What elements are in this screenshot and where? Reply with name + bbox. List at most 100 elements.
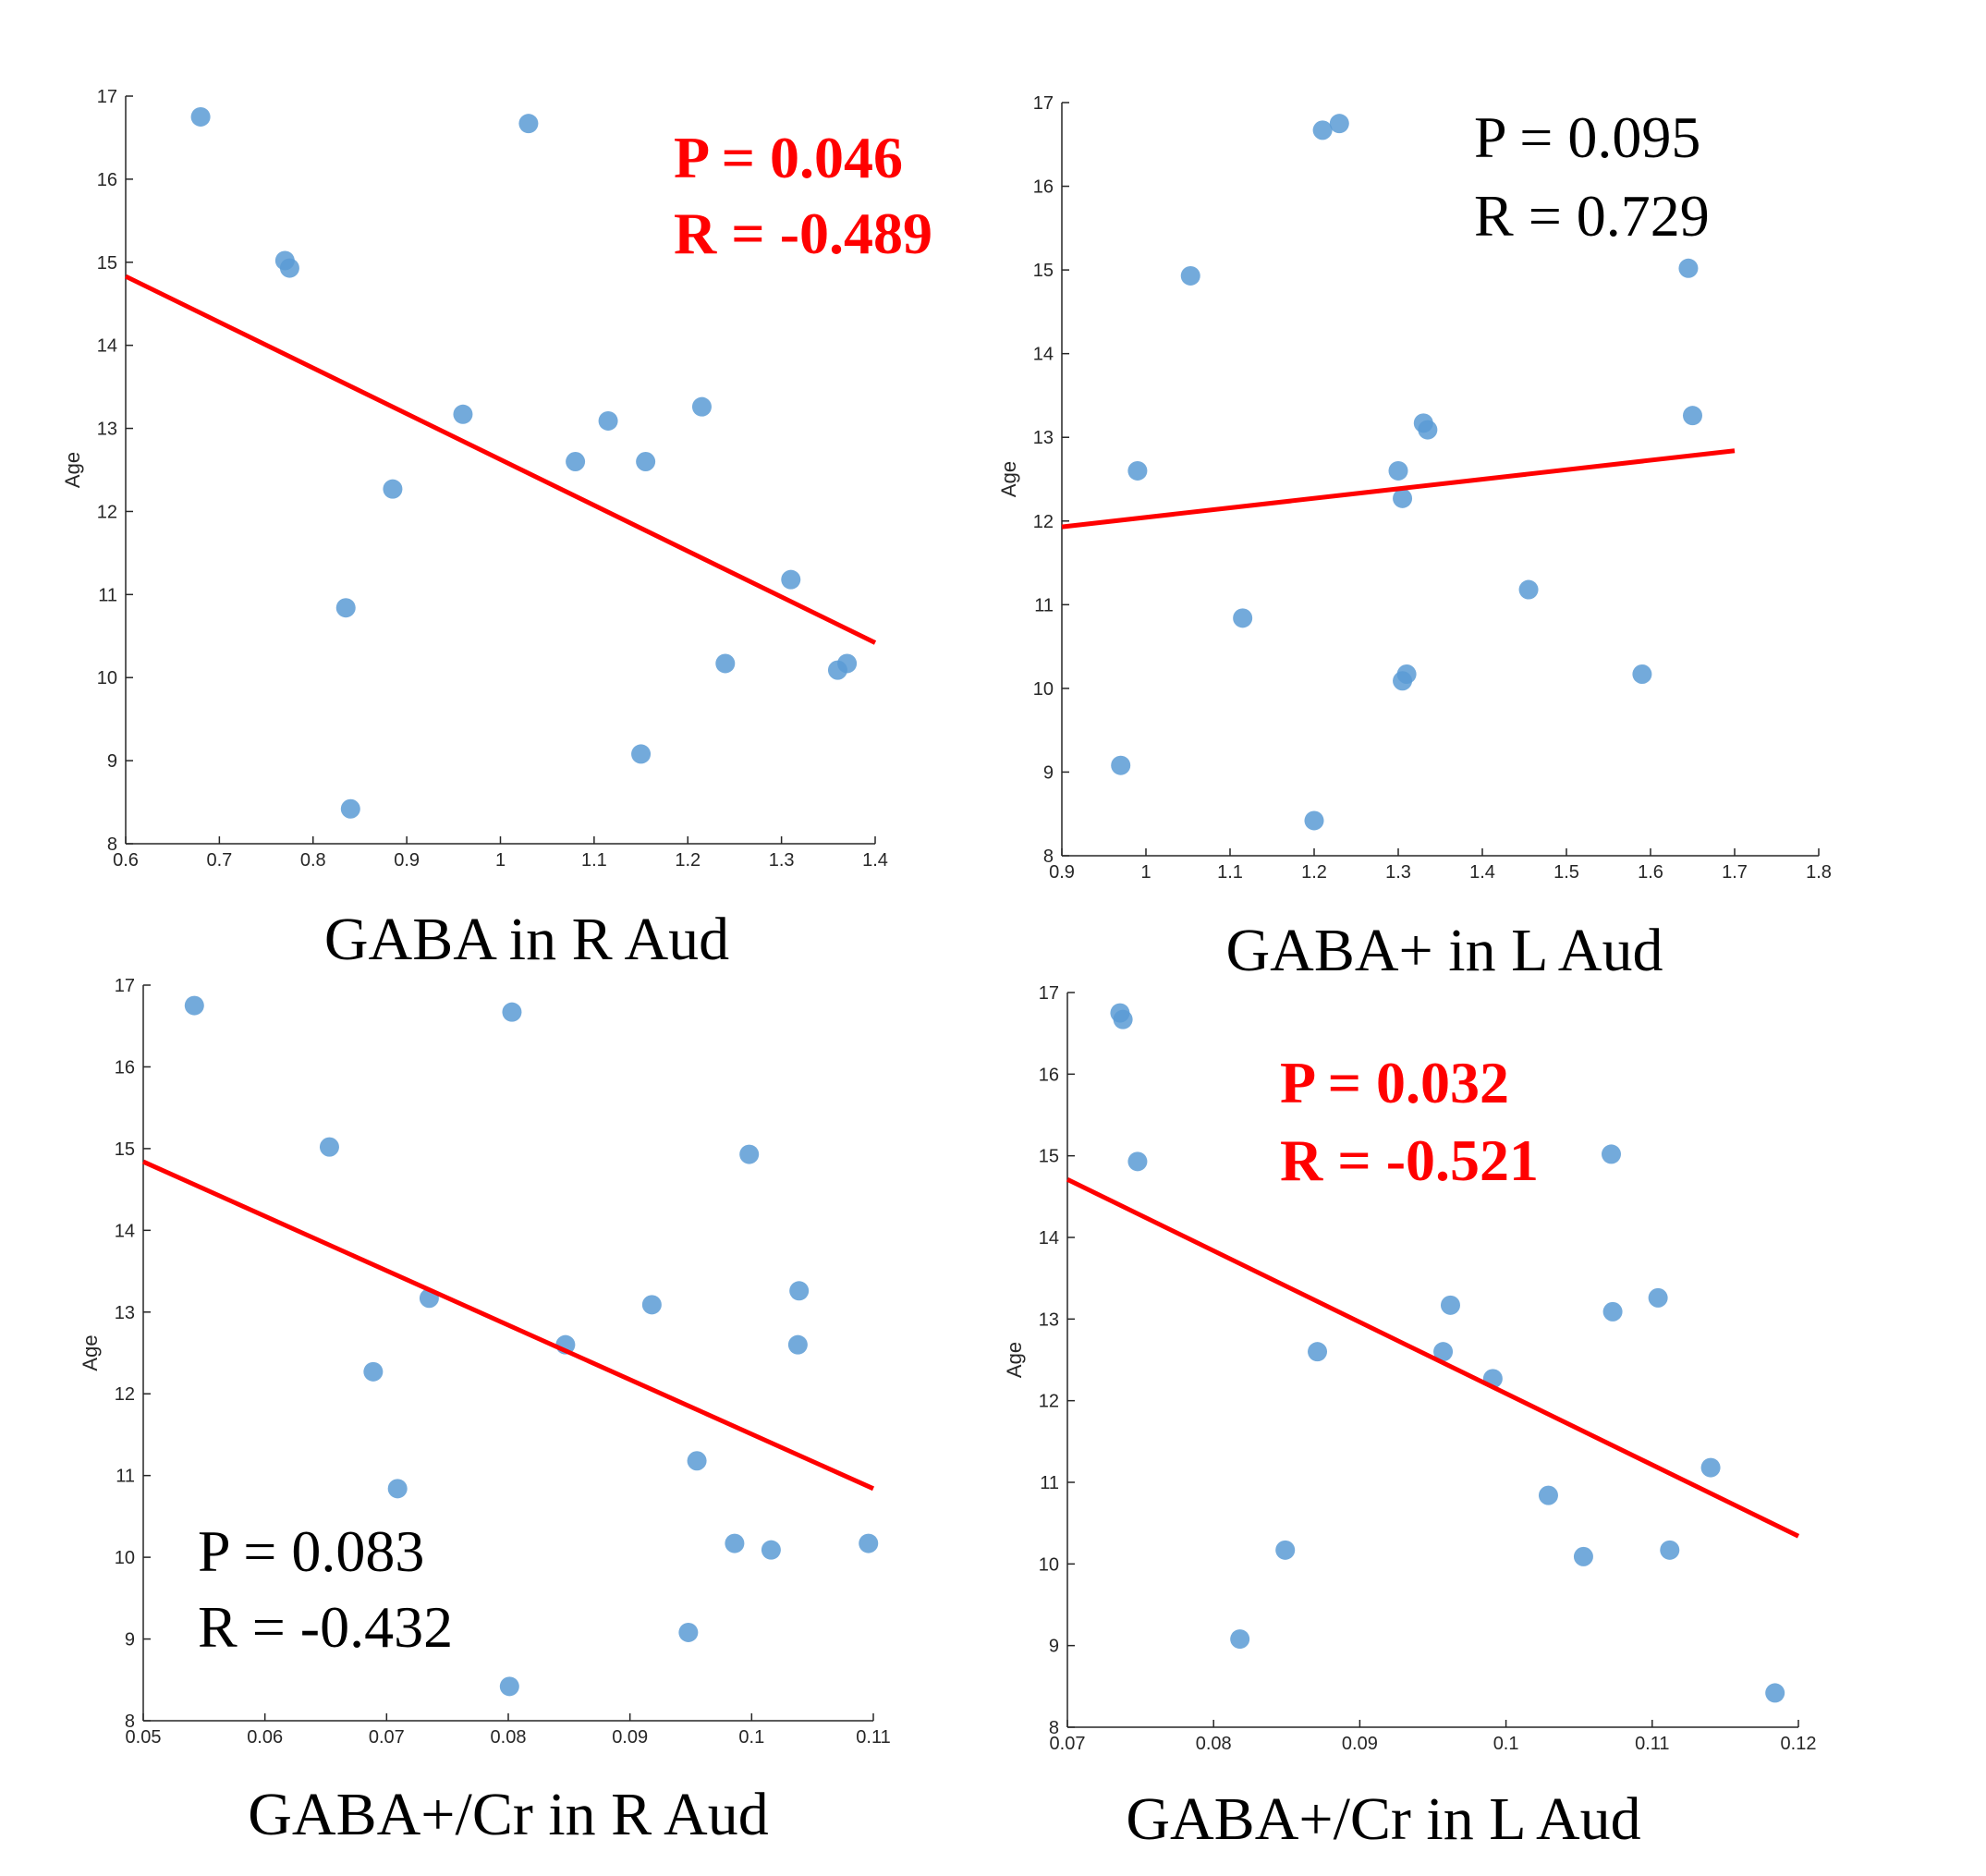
y-axis-label: Age bbox=[1003, 1342, 1026, 1378]
data-point bbox=[1312, 120, 1333, 140]
data-point bbox=[1518, 579, 1539, 600]
plot-area: 8 9 10 11 12 13 14 15 16 17 0.05 0.06 0.07 0.08 0.09 0.… bbox=[79, 976, 891, 1748]
plot-area: 8 9 10 11 12 13 14 15 16 17 0.6 0.7 0.8 0.9 1 1.1 1.2 1.3… bbox=[61, 87, 888, 871]
y-tick-label: 9 bbox=[1049, 1637, 1059, 1657]
x-tick-label: 1.1 bbox=[1217, 862, 1243, 883]
y-tick-label: 15 bbox=[115, 1139, 135, 1160]
x-tick-label: 0.8 bbox=[300, 850, 326, 871]
data-point bbox=[739, 1144, 760, 1164]
data-point bbox=[1393, 671, 1413, 691]
y-tick-label: 13 bbox=[1033, 428, 1054, 448]
data-point bbox=[1127, 460, 1148, 481]
x-tick-label: 0.9 bbox=[1049, 862, 1075, 883]
y-tick-label: 10 bbox=[115, 1548, 135, 1568]
x-tick-label: 1.5 bbox=[1553, 862, 1579, 883]
x-tick-label: 0.9 bbox=[394, 850, 420, 871]
data-point bbox=[383, 479, 403, 499]
data-point bbox=[1127, 1151, 1148, 1172]
data-point bbox=[1308, 1342, 1328, 1362]
y-tick-label: 11 bbox=[98, 585, 117, 605]
y-tick-label: 16 bbox=[97, 170, 117, 190]
y-tick-label: 13 bbox=[115, 1303, 135, 1323]
x-tick-label: 1.2 bbox=[1301, 862, 1327, 883]
data-point bbox=[1678, 258, 1699, 278]
y-axis-label: Age bbox=[997, 461, 1020, 497]
y-tick-label: 14 bbox=[1039, 1228, 1059, 1249]
data-point bbox=[1602, 1301, 1623, 1322]
r-value-label: R = -0.521 bbox=[1280, 1127, 1539, 1193]
x-tick-label: 0.07 bbox=[1050, 1734, 1086, 1754]
y-tick-label: 12 bbox=[1039, 1392, 1059, 1412]
y-tick-label: 8 bbox=[1049, 1718, 1059, 1738]
data-point bbox=[687, 1451, 707, 1471]
x-tick-label: 0.08 bbox=[1196, 1734, 1232, 1754]
x-tick-label: 1 bbox=[495, 850, 506, 871]
x-tick-label: 1.3 bbox=[1385, 862, 1411, 883]
y-tick-label: 17 bbox=[115, 976, 135, 996]
data-point bbox=[518, 114, 539, 134]
data-point bbox=[1111, 755, 1131, 775]
plot-area: 8 9 10 11 12 13 14 15 16 17 0.07 0.08 0.09 0.1 0.11 0.1… bbox=[1003, 983, 1816, 1754]
y-tick-label: 8 bbox=[1043, 847, 1054, 867]
data-point bbox=[1329, 114, 1349, 134]
panel-gaba-plus-cr-r-aud: 8 9 10 11 12 13 14 15 16 17 0.05 0.06 0.07 0.08 0.09 0.… bbox=[79, 976, 891, 1848]
data-point bbox=[387, 1479, 408, 1499]
x-tick-label: 0.05 bbox=[126, 1727, 162, 1748]
data-point bbox=[1433, 1342, 1454, 1362]
x-tick-label: 0.06 bbox=[247, 1727, 283, 1748]
data-point bbox=[1683, 406, 1702, 426]
data-point bbox=[789, 1281, 810, 1301]
plot-area: 8 9 10 11 12 13 14 15 16 17 0.9 1 1.1 1.2 1.3 1.4 1.5 1.6… bbox=[997, 93, 1832, 883]
data-point bbox=[1418, 420, 1438, 440]
data-point bbox=[453, 404, 473, 424]
y-tick-label: 15 bbox=[1039, 1147, 1059, 1167]
regression-line bbox=[1066, 1177, 1800, 1539]
x-tick-label: 1.4 bbox=[1469, 862, 1495, 883]
x-tick-label: 0.07 bbox=[369, 1727, 405, 1748]
data-point bbox=[363, 1361, 384, 1382]
panel-title: GABA in R Aud bbox=[324, 906, 729, 973]
panel-title: GABA+/Cr in R Aud bbox=[248, 1781, 768, 1848]
x-tick-label: 1.6 bbox=[1638, 862, 1663, 883]
x-tick-label: 0.09 bbox=[1342, 1734, 1378, 1754]
y-tick-label: 8 bbox=[125, 1712, 135, 1732]
data-point bbox=[1393, 488, 1413, 508]
y-axis-label: Age bbox=[79, 1334, 102, 1370]
panel-gaba-r-aud: 8 9 10 11 12 13 14 15 16 17 0.6 0.7 0.8 0.9 1 1.1 1.2 1.3… bbox=[61, 87, 932, 973]
x-tick-label: 0.12 bbox=[1781, 1734, 1817, 1754]
data-point bbox=[1180, 265, 1200, 286]
y-tick-label: 12 bbox=[115, 1384, 135, 1405]
y-tick-label: 9 bbox=[125, 1630, 135, 1651]
x-tick-label: 0.09 bbox=[612, 1727, 648, 1748]
data-point bbox=[631, 744, 652, 764]
data-point bbox=[1538, 1485, 1558, 1505]
data-point bbox=[1765, 1683, 1785, 1703]
data-point bbox=[1660, 1540, 1680, 1560]
data-point bbox=[1304, 810, 1324, 831]
data-point bbox=[1573, 1546, 1593, 1566]
data-point bbox=[715, 653, 736, 674]
y-tick-label: 13 bbox=[1039, 1310, 1059, 1330]
data-point bbox=[279, 258, 299, 278]
x-tick-label: 0.1 bbox=[738, 1727, 764, 1748]
y-tick-label: 11 bbox=[1040, 1473, 1059, 1493]
y-tick-label: 15 bbox=[97, 253, 117, 274]
data-point bbox=[787, 1334, 808, 1355]
data-point bbox=[566, 452, 586, 472]
regression-line bbox=[141, 1159, 875, 1492]
x-tick-label: 0.1 bbox=[1493, 1734, 1519, 1754]
panel-gaba-plus-l-aud: 8 9 10 11 12 13 14 15 16 17 0.9 1 1.1 1.2 1.3 1.4 1.5 1.6… bbox=[997, 93, 1832, 984]
data-point bbox=[1233, 608, 1253, 628]
y-tick-label: 8 bbox=[107, 834, 117, 855]
data-point bbox=[691, 396, 712, 417]
x-tick-label: 1.8 bbox=[1806, 862, 1832, 883]
y-tick-label: 12 bbox=[97, 502, 117, 522]
data-point bbox=[678, 1622, 699, 1642]
panel-title: GABA+/Cr in L Aud bbox=[1126, 1785, 1640, 1853]
p-value-label: P = 0.083 bbox=[198, 1518, 424, 1584]
r-value-label: R = 0.729 bbox=[1474, 183, 1710, 249]
y-tick-label: 11 bbox=[116, 1467, 135, 1487]
regression-line bbox=[124, 274, 877, 645]
x-tick-label: 1.1 bbox=[581, 850, 607, 871]
data-point bbox=[761, 1540, 781, 1560]
